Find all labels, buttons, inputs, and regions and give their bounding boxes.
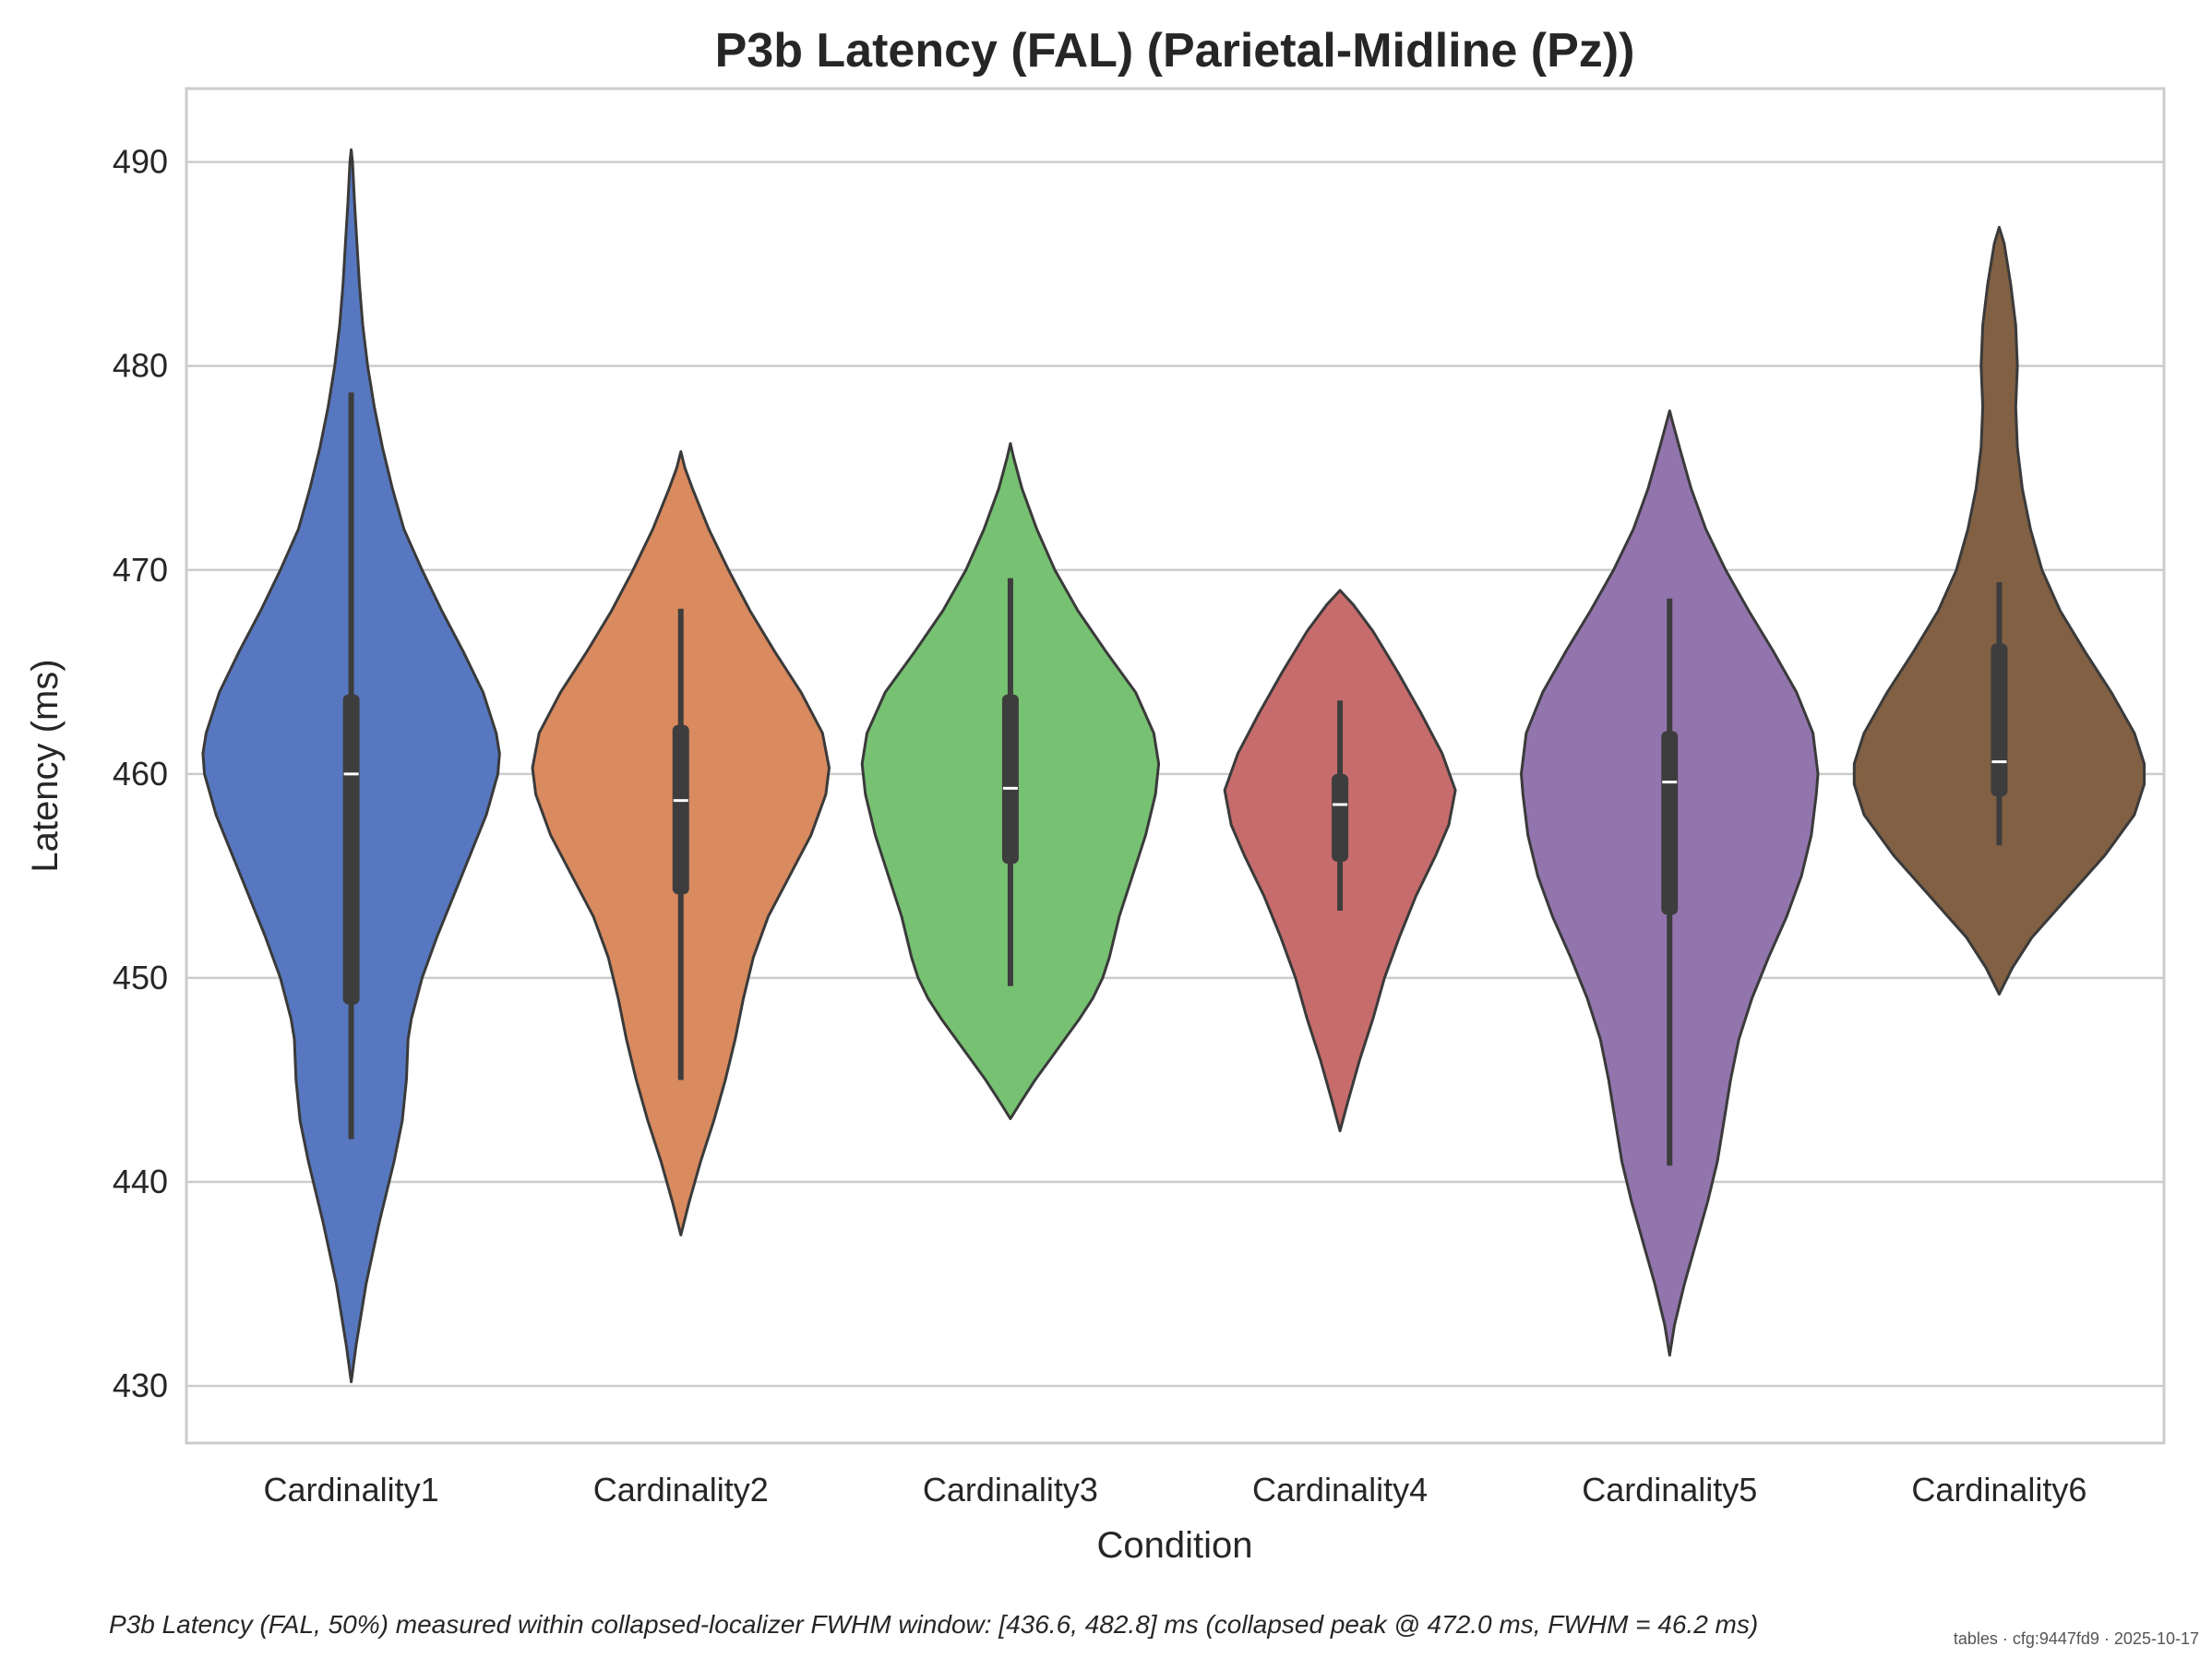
y-tick-label: 450 [113, 959, 168, 996]
violin-cardinality3 [860, 442, 1161, 1120]
violin-cardinality2 [531, 450, 831, 1236]
y-tick-label: 430 [113, 1366, 168, 1404]
violin-iqr-box [1991, 643, 2008, 797]
violin-iqr-box [342, 694, 360, 1005]
y-tick-label: 440 [113, 1163, 168, 1200]
x-tick-label: Cardinality1 [264, 1471, 439, 1509]
violin-iqr-box [672, 724, 689, 895]
violin-iqr-box [1332, 773, 1349, 862]
violin-cardinality1 [201, 148, 501, 1384]
footer-stamp: tables · cfg:9447fd9 · 2025-10-17 [1954, 1629, 2199, 1648]
violin-iqr-box [1661, 731, 1679, 915]
x-tick-label: Cardinality4 [1252, 1471, 1428, 1509]
x-tick-label: Cardinality6 [1911, 1471, 2086, 1509]
x-tick-label: Cardinality3 [923, 1471, 1098, 1509]
x-tick-label: Cardinality5 [1582, 1471, 1757, 1509]
plot-frame [185, 87, 2166, 1445]
x-tick-label: Cardinality2 [593, 1471, 769, 1509]
y-tick-label: 490 [113, 143, 168, 181]
y-axis-label: Latency (ms) [25, 659, 66, 872]
chart-caption: P3b Latency (FAL, 50%) measured within c… [109, 1610, 1758, 1639]
chart-title: P3b Latency (FAL) (Parietal-Midline (Pz)… [715, 24, 1635, 78]
violin-iqr-box [1001, 694, 1019, 865]
y-tick-label: 460 [113, 755, 168, 793]
y-tick-label: 470 [113, 551, 168, 589]
violin-cardinality4 [1223, 589, 1457, 1133]
violin-cardinality6 [1852, 225, 2146, 996]
x-axis-label: Condition [1096, 1525, 1252, 1566]
y-tick-label: 480 [113, 347, 168, 385]
violin-cardinality5 [1520, 409, 1820, 1357]
